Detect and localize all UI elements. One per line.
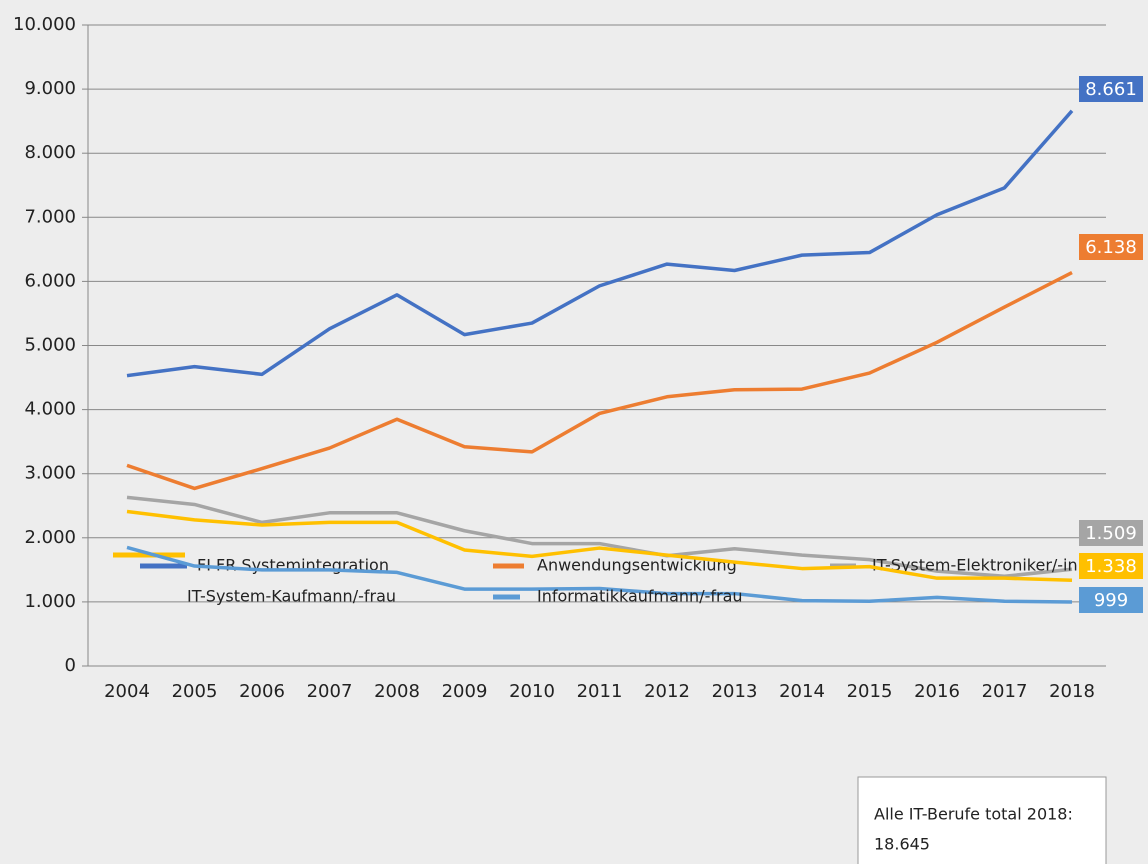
x-tick-label: 2004: [104, 681, 150, 702]
value-label-box: [1079, 76, 1143, 102]
value-label: 1.338: [1085, 556, 1137, 577]
x-tick-label: 2010: [509, 681, 555, 702]
y-tick-label: 2.000: [24, 527, 76, 548]
annotation-text: 18.645: [874, 835, 930, 854]
y-tick-label: 8.000: [24, 142, 76, 163]
series-line: [126, 495, 1073, 579]
x-tick-label: 2013: [712, 681, 758, 702]
x-tick-label: 2006: [239, 681, 285, 702]
annotation: Alle IT-Berufe total 2018: 18.645: [857, 776, 1107, 864]
series-line: [126, 109, 1074, 378]
x-tick-label: 2016: [914, 681, 960, 702]
y-tick-label: 3.000: [24, 463, 76, 484]
x-tick-label: 2018: [1049, 681, 1095, 702]
legend-item: Anwendungsentwicklung: [493, 556, 737, 575]
legend-label: IT-System-Kaufmann/-frau: [187, 587, 396, 606]
series-line: [126, 509, 1073, 582]
y-tick-label: 7.000: [24, 206, 76, 227]
annotation-box: [857, 776, 1107, 864]
value-label-box: [1079, 587, 1143, 613]
value-label-box: [1079, 234, 1143, 260]
value-label: 8.661: [1085, 79, 1137, 100]
x-tick-label: 2005: [172, 681, 218, 702]
x-tick-label: 2009: [442, 681, 488, 702]
legend-label: Informatikkaufmann/-frau: [537, 587, 743, 606]
y-tick-label: 5.000: [24, 335, 76, 356]
value-label-box: [1079, 520, 1143, 546]
value-label: 1.509: [1085, 523, 1137, 544]
series-line: [126, 270, 1073, 491]
value-label: 999: [1094, 590, 1128, 611]
x-tick-label: 2011: [577, 681, 623, 702]
x-tick-label: 2015: [847, 681, 893, 702]
y-tick-label: 6.000: [24, 270, 76, 291]
series-line: [126, 545, 1073, 604]
legend-item: Informatikkaufmann/-frau: [493, 587, 743, 606]
y-tick-label: 9.000: [24, 78, 76, 99]
x-tick-label: 2008: [374, 681, 420, 702]
x-tick-label: 2012: [644, 681, 690, 702]
y-tick-label: 10.000: [13, 14, 76, 35]
x-tick-label: 2007: [307, 681, 353, 702]
y-tick-label: 1.000: [24, 591, 76, 612]
y-tick-label: 4.000: [24, 399, 76, 420]
x-tick-label: 2014: [779, 681, 825, 702]
legend-label: IT-System-Elektroniker/-in: [872, 556, 1078, 575]
x-tick-label: 2017: [982, 681, 1028, 702]
y-tick-label: 0: [65, 655, 76, 676]
annotation-text: Alle IT-Berufe total 2018:: [874, 805, 1073, 824]
value-label-box: [1079, 553, 1143, 579]
legend-label: Anwendungsentwicklung: [537, 556, 737, 575]
value-label: 6.138: [1085, 237, 1137, 258]
